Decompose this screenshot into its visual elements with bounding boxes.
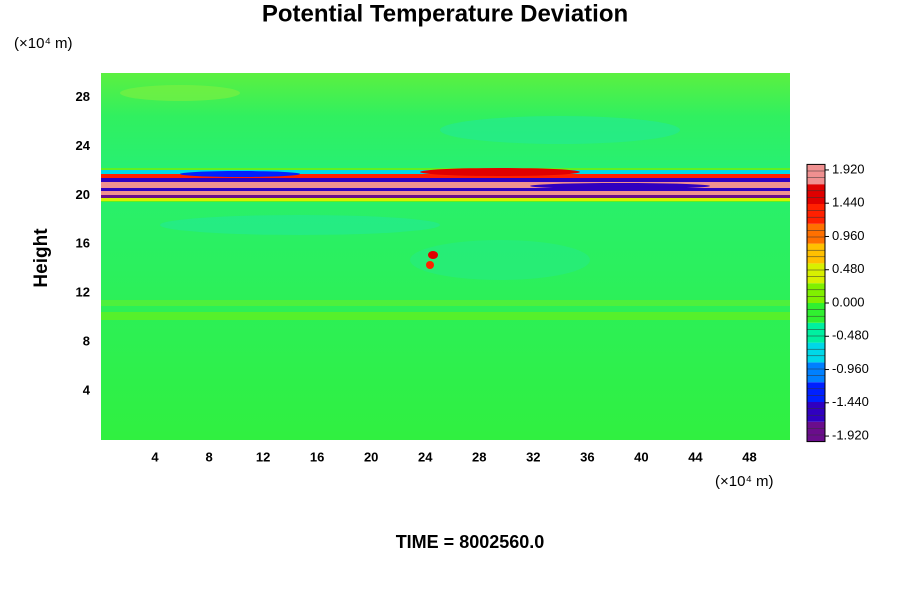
- colorbar-swatch: [807, 283, 825, 303]
- colorbar-swatch: [807, 322, 825, 343]
- x-tick-label: 20: [364, 449, 378, 464]
- x-tick-label: 28: [472, 449, 486, 464]
- colorbar-swatch: [807, 223, 825, 244]
- x-tick-label: 32: [526, 449, 540, 464]
- y-tick-label: 28: [76, 89, 90, 104]
- colorbar-tick-label: 0.480: [832, 261, 865, 276]
- colorbar-swatch: [807, 382, 825, 402]
- colorbar: 1.920 1.440 0.960 0.480 0.000 -0.480 -0.960 -1.…: [806, 161, 869, 442]
- colorbar-tick-label: -0.960: [832, 361, 869, 376]
- y-axis-label: Height: [31, 228, 52, 288]
- x-tick-label: 4: [151, 449, 159, 464]
- y-tick-label: 24: [76, 138, 91, 153]
- x-tick-label: 48: [742, 449, 756, 464]
- chart-title: Potential Temperature Deviation: [262, 0, 628, 27]
- x-tick-label: 40: [634, 449, 648, 464]
- x-tick-label: 16: [310, 449, 324, 464]
- colorbar-tick-label: 1.920: [832, 161, 865, 176]
- colorbar-tick-label: 1.440: [832, 195, 865, 210]
- colorbar-swatch: [807, 421, 825, 442]
- colorbar-swatch: [807, 362, 825, 383]
- x-tick-label: 12: [256, 449, 270, 464]
- x-tick-label: 44: [688, 449, 703, 464]
- x-unit: (×10⁴ m): [715, 473, 774, 490]
- time-label: TIME = 8002560.0: [396, 532, 545, 552]
- colorbar-tick-label: -0.480: [832, 328, 869, 343]
- x-tick-label: 36: [580, 449, 594, 464]
- colorbar-swatch: [807, 402, 825, 422]
- y-tick-label: 4: [83, 383, 91, 398]
- colorbar-swatch: [807, 303, 825, 323]
- colorbar-swatch: [807, 204, 825, 224]
- colorbar-tick-label: -1.440: [832, 394, 869, 409]
- colorbar-tick-label: 0.000: [832, 294, 865, 309]
- x-tick-label: 24: [418, 449, 433, 464]
- colorbar-swatch: [807, 263, 825, 284]
- x-tick-label: 8: [205, 449, 212, 464]
- colorbar-swatch: [807, 342, 825, 363]
- y-tick-label: 12: [76, 285, 90, 300]
- colorbar-tick-label: 0.960: [832, 228, 865, 243]
- colorbar-swatch: [807, 184, 825, 204]
- colorbar-swatch: [807, 164, 825, 185]
- y-unit: (×10⁴ m): [14, 35, 73, 52]
- field: [101, 73, 790, 440]
- y-tick-label: 16: [76, 236, 90, 251]
- colorbar-tick-label: -1.920: [832, 427, 869, 442]
- y-tick-label: 20: [76, 187, 90, 202]
- colorbar-swatch: [807, 243, 825, 264]
- y-tick-label: 8: [83, 334, 90, 349]
